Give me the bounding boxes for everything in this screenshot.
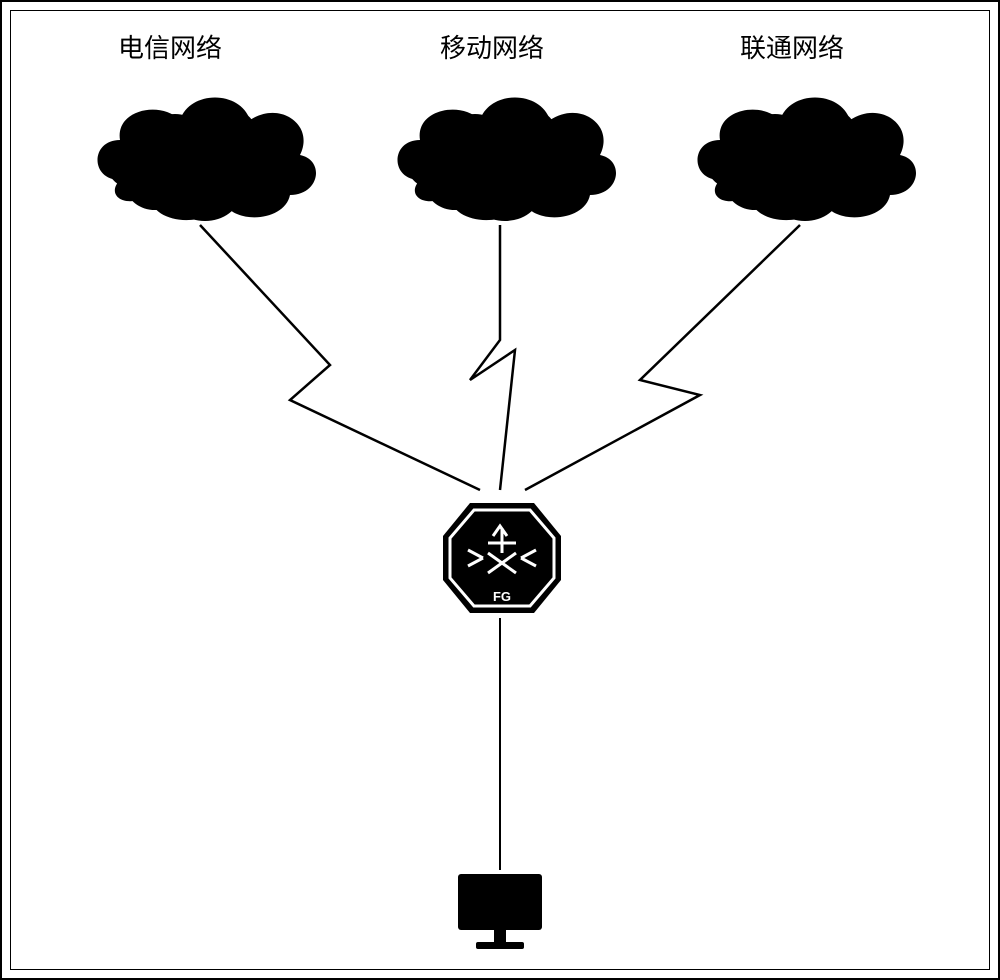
router-device: FG (438, 498, 566, 623)
router-label: FG (493, 589, 511, 604)
monitor-device (454, 870, 546, 960)
edge-router-monitor (499, 618, 501, 870)
